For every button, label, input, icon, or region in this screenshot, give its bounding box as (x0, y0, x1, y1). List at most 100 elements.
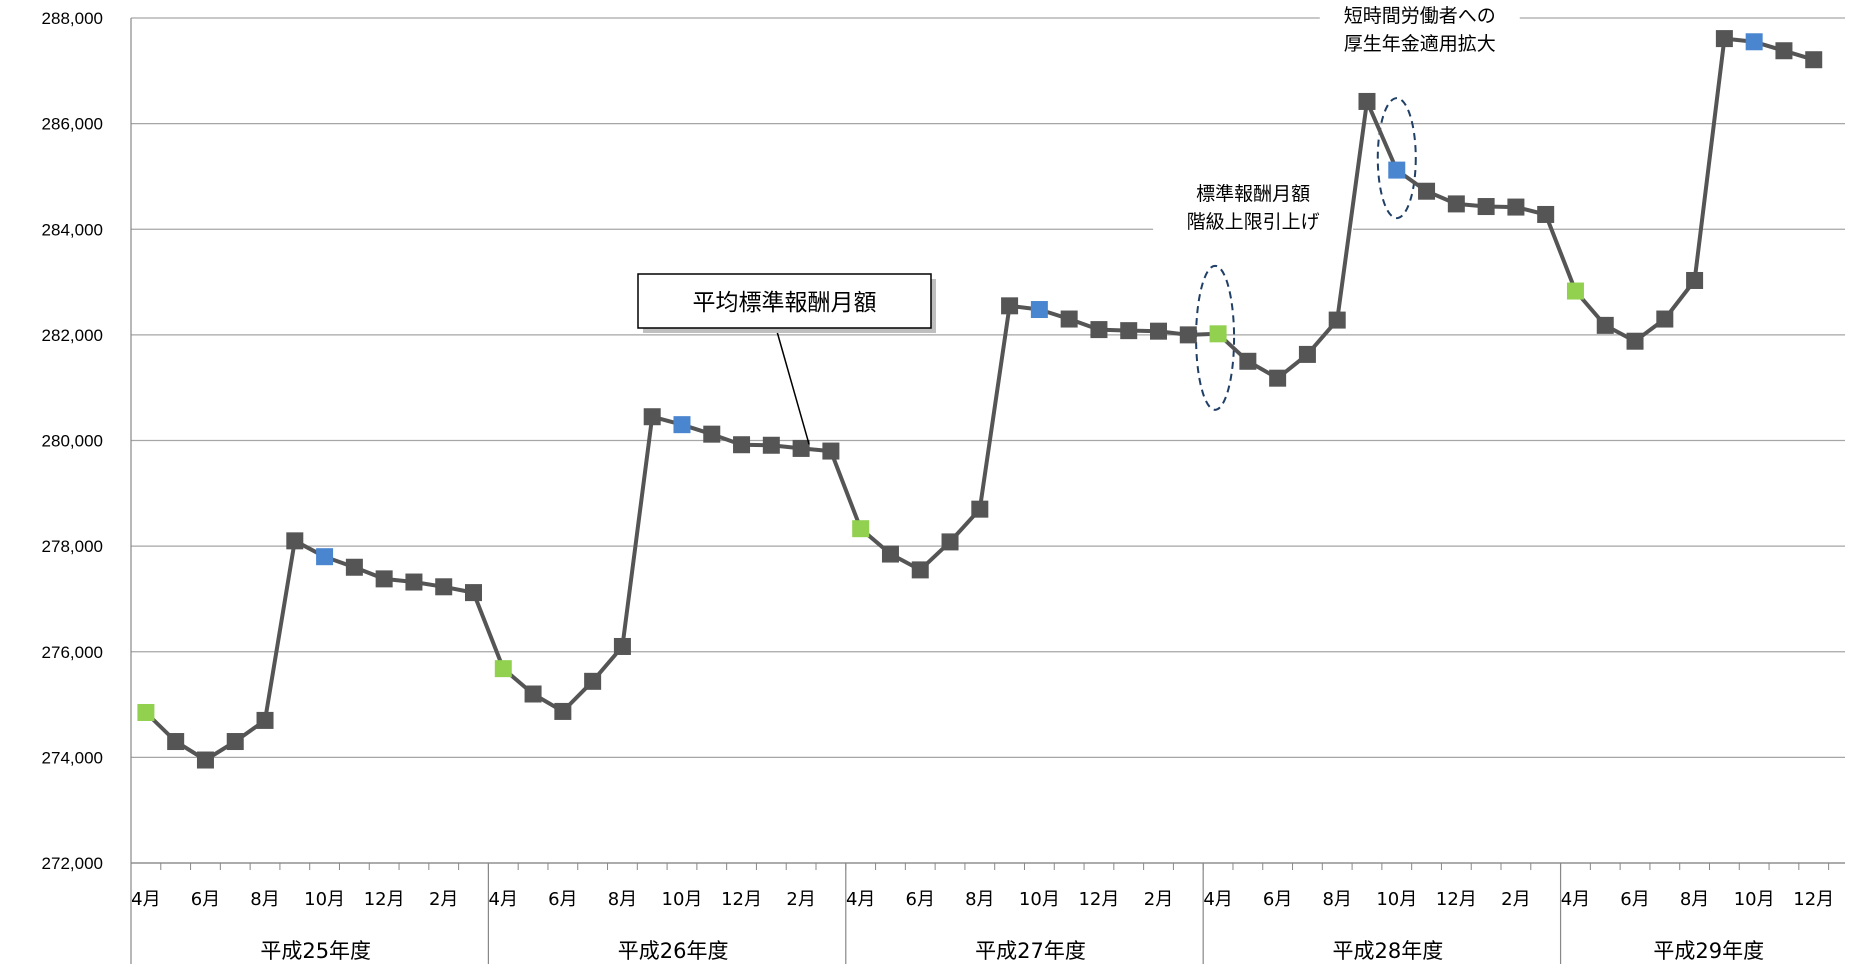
x-tick-label: 10月 (1376, 889, 1417, 910)
x-tick-label: 8月 (250, 889, 279, 910)
data-marker (1179, 326, 1197, 344)
data-marker (881, 545, 899, 563)
annotation-ellipse (1376, 97, 1417, 220)
data-marker (345, 558, 363, 576)
data-marker (286, 532, 304, 550)
data-marker (1418, 182, 1436, 200)
callout-leader (775, 327, 810, 445)
x-tick-label: 2月 (1501, 889, 1530, 910)
y-tick-label: 278,000 (42, 537, 103, 556)
x-tick-label: 10月 (1019, 889, 1060, 910)
fiscal-year-label: 平成29年度 (1653, 939, 1764, 963)
x-tick-label: 4月 (1561, 889, 1590, 910)
callout-box (637, 273, 932, 329)
x-tick-label: 2月 (1144, 889, 1173, 910)
data-marker (1447, 195, 1465, 213)
x-tick-label: 12月 (1436, 889, 1477, 910)
x-tick-label: 2月 (429, 889, 458, 910)
y-tick-label: 274,000 (42, 748, 103, 767)
data-marker (1566, 282, 1584, 300)
data-marker (1656, 310, 1674, 328)
annotation-text: 標準報酬月額 (1196, 183, 1310, 205)
data-marker (1060, 310, 1078, 328)
x-tick-label: 4月 (846, 889, 875, 910)
data-marker (643, 408, 661, 426)
data-marker (941, 533, 959, 551)
x-tick-label: 2月 (786, 889, 815, 910)
data-marker (1507, 198, 1525, 216)
x-tick-label: 12月 (721, 889, 762, 910)
x-tick-label: 4月 (131, 889, 160, 910)
annotation-bg (1319, 0, 1520, 56)
x-tick-label: 4月 (1203, 889, 1232, 910)
x-tick-label: 10月 (304, 889, 345, 910)
data-marker (256, 711, 274, 729)
data-marker (1715, 30, 1733, 48)
data-marker (1209, 325, 1227, 343)
y-tick-labels: 272,000 274,000 276,000 278,000 280,000 282,0… (42, 9, 103, 873)
data-marker (673, 416, 691, 434)
y-tick-label: 282,000 (42, 326, 103, 345)
data-marker (1090, 321, 1108, 339)
data-marker (822, 442, 840, 460)
data-marker (852, 520, 870, 538)
x-tick-label: 6月 (1620, 889, 1649, 910)
x-tick-label: 6月 (191, 889, 220, 910)
y-tick-label: 276,000 (42, 643, 103, 662)
data-marker (1805, 51, 1823, 69)
x-tick-label: 6月 (1263, 889, 1292, 910)
fiscal-year-label: 平成25年度 (260, 939, 371, 963)
x-tick-label: 8月 (1322, 889, 1351, 910)
annotation-text: 厚生年金適用拡大 (1344, 33, 1496, 55)
data-marker (316, 548, 334, 566)
data-marker (554, 702, 572, 720)
data-marker (1328, 311, 1346, 329)
data-marker (196, 751, 214, 769)
annotation-ellipse (1195, 264, 1236, 411)
fiscal-year-label: 平成27年度 (975, 939, 1086, 963)
fiscal-year-label: 平成26年度 (618, 939, 729, 963)
data-marker (762, 436, 780, 454)
data-marker (494, 660, 512, 678)
x-tick-label: 8月 (1680, 889, 1709, 910)
x-tick-label: 10月 (662, 889, 703, 910)
data-marker (137, 703, 155, 721)
fiscal-year-labels: 平成25年度 平成26年度 平成27年度 平成28年度 平成29年度 (130, 863, 1764, 964)
data-marker (703, 425, 721, 443)
series-callout: 平均標準報酬月額 (637, 273, 936, 445)
data-marker (733, 436, 751, 454)
x-tick-label: 4月 (489, 889, 518, 910)
x-tick-label: 12月 (364, 889, 405, 910)
y-tick-label: 284,000 (42, 220, 103, 239)
x-tick-label: 10月 (1734, 889, 1775, 910)
y-tick-label: 286,000 (42, 115, 103, 134)
data-marker (1388, 161, 1406, 179)
annotation-text: 短時間労働者への (1344, 5, 1496, 27)
x-tick-label: 12月 (1078, 889, 1119, 910)
data-marker (167, 733, 185, 751)
data-marker (524, 685, 542, 703)
y-tick-label: 272,000 (42, 854, 103, 873)
data-marker (1686, 271, 1704, 289)
y-tick-label: 280,000 (42, 432, 103, 451)
y-tick-label: 288,000 (42, 9, 103, 28)
data-marker (405, 573, 423, 591)
data-marker (1358, 92, 1376, 110)
data-markers (137, 30, 1823, 769)
annotation-text: 階級上限引上げ (1187, 211, 1320, 233)
x-tick-label: 6月 (906, 889, 935, 910)
data-marker (1745, 33, 1763, 51)
data-marker (1150, 322, 1168, 340)
data-marker (1269, 369, 1287, 387)
data-marker (971, 500, 989, 518)
data-marker (792, 439, 810, 457)
x-tick-label: 8月 (965, 889, 994, 910)
data-marker (226, 733, 244, 751)
x-tick-label: 6月 (548, 889, 577, 910)
data-marker (1537, 205, 1555, 223)
annotation-bg (1153, 178, 1354, 234)
data-marker (375, 570, 393, 588)
x-tick-label: 12月 (1793, 889, 1834, 910)
